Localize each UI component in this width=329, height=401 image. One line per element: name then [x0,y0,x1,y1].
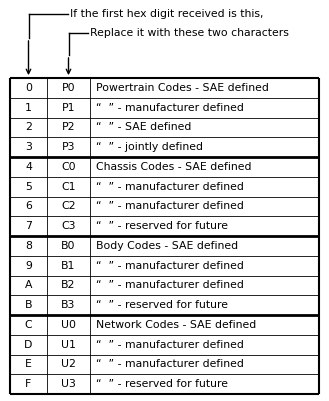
Text: 7: 7 [25,221,32,231]
Text: Powertrain Codes - SAE defined: Powertrain Codes - SAE defined [96,83,269,93]
Text: “  ” - reserved for future: “ ” - reserved for future [96,379,228,389]
Text: “  ” - manufacturer defined: “ ” - manufacturer defined [96,201,244,211]
Text: Replace it with these two characters: Replace it with these two characters [90,28,289,38]
Text: 5: 5 [25,182,32,192]
Text: “  ” - manufacturer defined: “ ” - manufacturer defined [96,359,244,369]
Text: U2: U2 [61,359,76,369]
Text: C1: C1 [61,182,76,192]
Text: B: B [25,300,32,310]
Text: “  ” - manufacturer defined: “ ” - manufacturer defined [96,340,244,350]
Text: U3: U3 [61,379,76,389]
Text: F: F [25,379,32,389]
Text: A: A [25,280,32,290]
Text: U1: U1 [61,340,76,350]
Text: 0: 0 [25,83,32,93]
Text: E: E [25,359,32,369]
Text: Body Codes - SAE defined: Body Codes - SAE defined [96,241,238,251]
Text: 8: 8 [25,241,32,251]
Text: 1: 1 [25,103,32,113]
Text: 4: 4 [25,162,32,172]
Text: “  ” - manufacturer defined: “ ” - manufacturer defined [96,182,244,192]
Text: “  ” - manufacturer defined: “ ” - manufacturer defined [96,280,244,290]
Text: If the first hex digit received is this,: If the first hex digit received is this, [70,9,264,19]
Text: P3: P3 [62,142,75,152]
Text: “  ” - jointly defined: “ ” - jointly defined [96,142,203,152]
Text: B2: B2 [61,280,76,290]
Text: C0: C0 [61,162,76,172]
Text: “  ” - SAE defined: “ ” - SAE defined [96,122,191,132]
Text: B0: B0 [61,241,76,251]
Text: 3: 3 [25,142,32,152]
Text: P0: P0 [62,83,75,93]
Text: 9: 9 [25,261,32,271]
Text: D: D [24,340,33,350]
Text: B3: B3 [61,300,76,310]
Text: “  ” - reserved for future: “ ” - reserved for future [96,300,228,310]
Text: P1: P1 [62,103,75,113]
Text: B1: B1 [61,261,76,271]
Text: “  ” - reserved for future: “ ” - reserved for future [96,221,228,231]
Text: Network Codes - SAE defined: Network Codes - SAE defined [96,320,256,330]
Text: “  ” - manufacturer defined: “ ” - manufacturer defined [96,261,244,271]
Text: 6: 6 [25,201,32,211]
Text: C: C [25,320,32,330]
Text: P2: P2 [62,122,75,132]
Text: C2: C2 [61,201,76,211]
Text: 2: 2 [25,122,32,132]
Text: Chassis Codes - SAE defined: Chassis Codes - SAE defined [96,162,251,172]
Text: C3: C3 [61,221,76,231]
Text: U0: U0 [61,320,76,330]
Text: “  ” - manufacturer defined: “ ” - manufacturer defined [96,103,244,113]
